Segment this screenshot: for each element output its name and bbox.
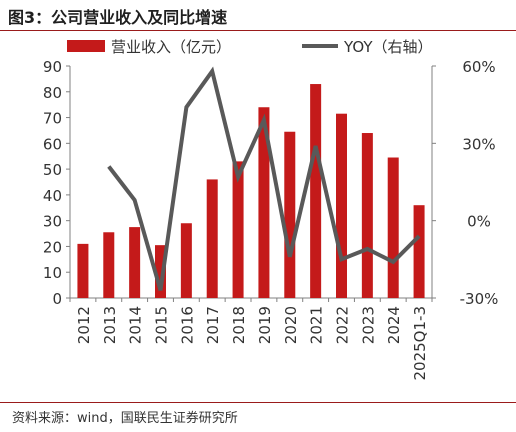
source-divider <box>0 402 516 403</box>
revenue-bar <box>103 232 115 298</box>
x-axis-tick-label: 2024 <box>385 306 403 344</box>
legend-label-revenue: 营业收入（亿元） <box>111 38 231 56</box>
x-axis-tick-label: 2014 <box>127 306 145 344</box>
source-note: 资料来源：wind，国联民生证券研究所 <box>12 411 238 426</box>
left-axis-tick-label: 10 <box>43 264 62 282</box>
left-axis-tick-label: 30 <box>43 213 62 231</box>
revenue-bar <box>361 133 373 298</box>
left-axis-tick-label: 90 <box>43 58 62 76</box>
x-axis-tick-label: 2022 <box>334 306 352 344</box>
left-axis-tick-label: 70 <box>43 110 62 128</box>
revenue-bar <box>284 131 296 298</box>
chart: 0 10 20 30 40 50 60 70 80 90 -30% 0% 30% 60% 2012 2013 2… <box>43 38 499 380</box>
revenue-bar <box>258 107 270 298</box>
revenue-bar <box>206 179 218 298</box>
left-axis-tick-label: 40 <box>43 187 62 205</box>
left-axis-tick-label: 60 <box>43 135 62 153</box>
revenue-bar <box>155 245 166 298</box>
left-axis-tick-label: 20 <box>43 238 62 256</box>
right-axis-tick-label: 60% <box>462 58 495 76</box>
revenue-bar <box>336 113 347 298</box>
left-axis-tick-label: 0 <box>52 290 62 308</box>
x-axis-tick-label: 2021 <box>308 306 326 344</box>
x-axis-tick-label: 2017 <box>204 306 222 344</box>
x-axis-tick-label: 2015 <box>153 306 171 344</box>
revenue-bar <box>232 161 244 298</box>
revenue-bar <box>77 243 89 298</box>
chart-title: 图3：公司营业收入及同比增速 <box>8 8 228 27</box>
revenue-bar <box>310 84 322 299</box>
title-divider <box>0 30 516 31</box>
revenue-bar <box>413 205 425 298</box>
legend-swatch-revenue <box>67 40 105 52</box>
x-axis-tick-label: 2016 <box>178 306 196 344</box>
x-axis-tick-label: 2013 <box>101 306 119 344</box>
right-axis-tick-label: -30% <box>460 290 499 308</box>
x-axis-tick-label: 2025Q1-3 <box>411 306 429 380</box>
left-axis-tick-label: 80 <box>43 84 62 102</box>
left-axis-tick-label: 50 <box>43 161 62 179</box>
revenue-bar <box>387 157 399 298</box>
right-axis-tick-label: 0% <box>467 213 491 231</box>
revenue-bar <box>129 227 141 298</box>
x-axis-tick-label: 2019 <box>256 306 274 344</box>
x-axis-tick-label: 2018 <box>230 306 248 344</box>
right-axis-tick-label: 30% <box>462 135 495 153</box>
x-axis-tick-label: 2020 <box>282 306 300 344</box>
legend-label-yoy: YOY（右轴） <box>343 38 433 56</box>
x-axis-tick-label: 2023 <box>359 306 377 344</box>
revenue-bar <box>180 223 192 298</box>
x-axis-tick-label: 2012 <box>75 306 93 344</box>
